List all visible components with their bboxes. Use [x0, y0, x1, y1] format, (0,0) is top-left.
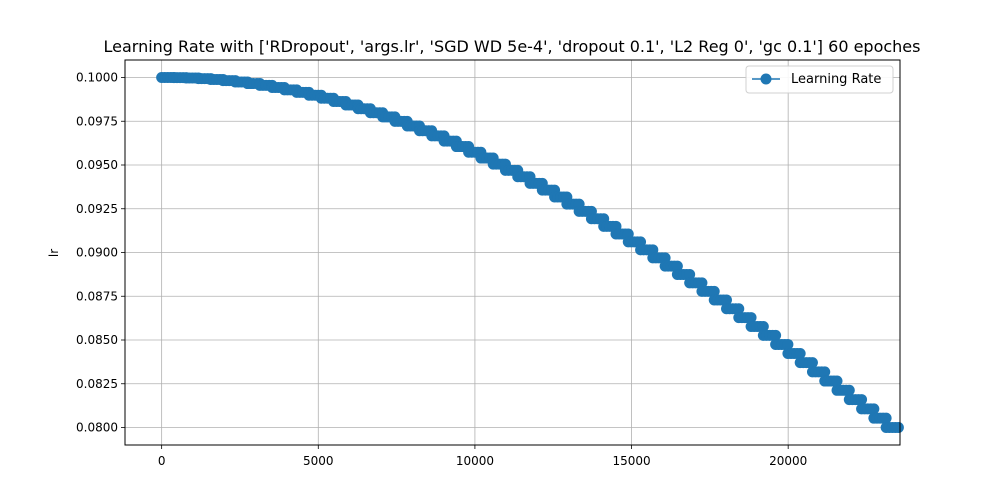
legend-marker — [760, 73, 772, 85]
y-tick-label: 0.0800 — [76, 421, 118, 435]
y-tick-label: 0.0875 — [76, 289, 118, 303]
data-point — [892, 422, 904, 433]
x-tick-label: 5000 — [303, 454, 334, 468]
data-point — [733, 303, 745, 315]
data-point — [720, 294, 732, 306]
data-point — [856, 394, 868, 406]
data-point — [831, 375, 843, 387]
data-point — [880, 412, 892, 424]
y-tick-label: 0.0975 — [76, 114, 118, 128]
series-learning-rate — [156, 72, 904, 433]
data-point — [671, 260, 683, 272]
x-tick-label: 15000 — [612, 454, 650, 468]
y-axis-label: lr — [47, 249, 61, 257]
x-tick-label: 10000 — [456, 454, 494, 468]
data-point — [806, 357, 818, 369]
legend: Learning Rate — [745, 65, 894, 94]
y-axis: 0.0800 0.0825 0.0850 0.0875 0.0900 0.0925 0.09… — [76, 71, 125, 435]
y-tick-label: 0.0900 — [76, 246, 118, 260]
y-tick-label: 0.0950 — [76, 158, 118, 172]
y-tick-label: 0.0825 — [76, 377, 118, 391]
data-point — [696, 277, 708, 289]
data-point — [794, 348, 806, 360]
y-tick-label: 0.0925 — [76, 202, 118, 216]
grid-lines — [125, 60, 900, 445]
data-point — [770, 329, 782, 341]
y-tick-label: 0.0850 — [76, 333, 118, 347]
data-point — [868, 403, 880, 415]
data-point — [782, 338, 794, 350]
data-point — [757, 320, 769, 332]
data-point — [843, 384, 855, 396]
data-point — [819, 366, 831, 378]
x-tick-label: 0 — [158, 454, 166, 468]
data-point — [745, 312, 757, 324]
x-tick-label: 20000 — [769, 454, 807, 468]
legend-box — [745, 65, 894, 94]
chart-title: Learning Rate with ['RDropout', 'args.lr… — [104, 37, 921, 56]
y-tick-label: 0.1000 — [76, 71, 118, 85]
legend-label: Learning Rate — [791, 72, 881, 87]
data-point — [684, 268, 696, 280]
x-axis: 0 5000 10000 15000 20000 — [158, 445, 807, 468]
data-point — [708, 285, 720, 297]
